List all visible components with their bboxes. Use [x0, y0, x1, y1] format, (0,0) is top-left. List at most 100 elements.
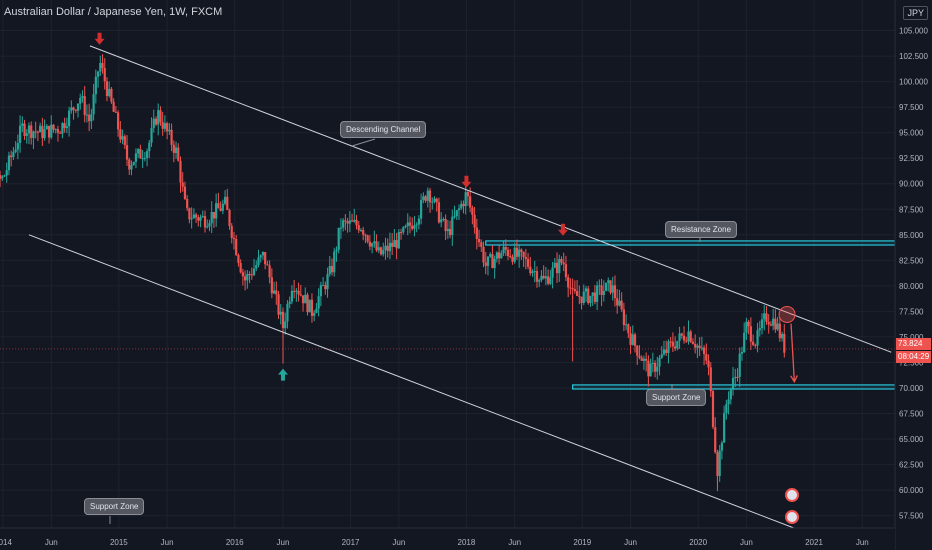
- candle-body: [1, 176, 4, 179]
- candle-body: [667, 341, 670, 353]
- candle-body: [451, 216, 454, 236]
- y-tick-label: 85.000: [899, 231, 924, 240]
- currency-badge[interactable]: JPY: [903, 6, 928, 20]
- candle-body: [152, 118, 155, 128]
- y-tick-label: 77.500: [899, 307, 924, 316]
- candle-body: [707, 360, 710, 368]
- candle-body: [573, 288, 576, 292]
- candle-body: [342, 220, 345, 228]
- candle-body: [691, 341, 695, 344]
- candle-body: [47, 125, 51, 138]
- candle-body: [440, 219, 443, 223]
- candle-body: [584, 288, 588, 292]
- descending-channel-callout[interactable]: Descending Channel: [340, 121, 427, 138]
- support-zone-callout[interactable]: Support Zone: [646, 389, 707, 406]
- x-tick-label: Jun: [277, 538, 290, 547]
- candle-body: [638, 355, 641, 358]
- candle-body: [226, 196, 229, 211]
- candle-body: [81, 96, 84, 98]
- candle-body: [357, 225, 360, 231]
- candle-body: [696, 345, 699, 348]
- candle-body: [653, 362, 657, 372]
- candle-body: [295, 290, 298, 292]
- candle-body: [700, 347, 703, 349]
- chart-title: Australian Dollar / Japanese Yen, 1W, FX…: [4, 6, 223, 18]
- candle-body: [709, 367, 712, 392]
- candle-body: [636, 345, 639, 356]
- y-tick-label: 105.000: [899, 27, 928, 36]
- candle-body: [756, 330, 759, 346]
- candle-body: [504, 246, 507, 250]
- candle-body: [348, 220, 351, 224]
- candle-body: [208, 223, 211, 227]
- candle-body: [128, 159, 131, 170]
- candle-body: [542, 275, 545, 279]
- candle-body: [518, 249, 521, 257]
- candle-body: [355, 219, 358, 226]
- candle-body: [680, 333, 683, 336]
- candle-body: [67, 110, 71, 127]
- candle-body: [190, 218, 193, 220]
- candle-body: [43, 129, 46, 139]
- candle-body: [206, 226, 209, 228]
- candle-body: [774, 318, 777, 330]
- candle-body: [252, 268, 256, 275]
- support-zone-lower-callout[interactable]: Support Zone: [84, 498, 145, 515]
- candle-body: [134, 153, 138, 162]
- candle-body: [660, 354, 663, 358]
- price-axis-bg: [895, 0, 932, 550]
- candle-body: [758, 328, 761, 331]
- candle-body: [270, 277, 273, 294]
- resistance-zone-callout[interactable]: Resistance Zone: [665, 221, 738, 238]
- candle-body: [763, 313, 766, 320]
- y-tick-label: 82.500: [899, 256, 924, 265]
- y-tick-label: 87.500: [899, 205, 924, 214]
- candle-body: [560, 258, 563, 263]
- candle-body: [306, 294, 309, 313]
- candle-body: [268, 265, 271, 278]
- candle-body: [669, 341, 672, 343]
- candle-body: [228, 210, 231, 226]
- candle-body: [491, 254, 494, 269]
- candle-body: [382, 250, 385, 255]
- candle-body: [600, 285, 603, 296]
- x-tick-label: Jun: [392, 538, 405, 547]
- candle-body: [186, 198, 189, 209]
- candle-body: [555, 262, 559, 274]
- candle-body: [179, 160, 182, 183]
- y-tick-label: 75.000: [899, 333, 924, 342]
- candle-body: [315, 308, 318, 313]
- candle-body: [656, 366, 659, 372]
- candle-body: [237, 255, 240, 263]
- candle-body: [114, 111, 117, 113]
- candle-body: [132, 161, 135, 166]
- candle-body: [105, 81, 109, 96]
- candle-body: [388, 242, 392, 252]
- candle-body: [598, 285, 601, 287]
- candle-body: [321, 285, 325, 287]
- candle-body: [324, 285, 327, 290]
- candle-body: [235, 238, 238, 256]
- candle-body: [145, 151, 149, 159]
- candle-body: [723, 413, 726, 443]
- candle-body: [549, 277, 552, 284]
- markers: [94, 32, 799, 524]
- candle-body: [651, 362, 654, 364]
- x-tick-label: 2017: [342, 538, 360, 547]
- candle-body: [203, 216, 207, 228]
- candle-body: [589, 295, 592, 304]
- candle-body: [353, 219, 356, 222]
- candle-body: [103, 68, 106, 82]
- candle-body: [469, 196, 472, 208]
- candle-body: [393, 240, 396, 247]
- candle-body: [671, 341, 674, 347]
- candle-body: [201, 216, 204, 218]
- candle-body: [72, 107, 75, 110]
- candle-body: [50, 124, 53, 138]
- candle-body: [705, 354, 708, 361]
- candle-body: [344, 220, 347, 222]
- candle-body: [631, 334, 634, 345]
- candle-body: [101, 63, 104, 69]
- up-arrow-icon: [277, 368, 288, 381]
